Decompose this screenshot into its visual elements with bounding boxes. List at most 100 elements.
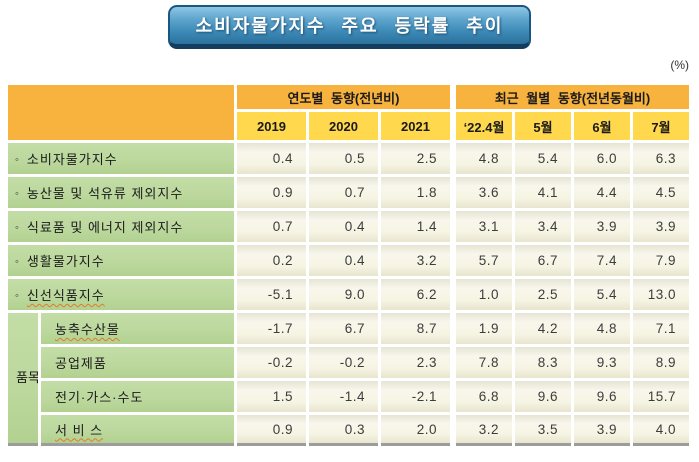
value-cell: 0.2 [237, 245, 306, 276]
value-cell: 0.5 [309, 143, 378, 174]
value-cell: -1.4 [309, 381, 378, 412]
group-label-vertical: 품목성질별 [8, 313, 38, 446]
value-cell: 1.5 [237, 381, 306, 412]
page-title: 소비자물가지수 주요 등락률 추이 [167, 5, 532, 49]
row-label: ◦ 소비자물가지수 [8, 143, 234, 174]
value-cell: 0.3 [309, 415, 378, 446]
value-cell: 4.8 [574, 313, 630, 344]
value-cell: 2.0 [381, 415, 450, 446]
value-cell: 0.9 [237, 177, 306, 208]
table-row-living-cost: ◦ 생활물가지수 0.2 0.4 3.2 5.7 6.7 7.4 7.9 [8, 245, 689, 276]
value-cell: 5.7 [456, 245, 512, 276]
value-cell: 7.4 [574, 245, 630, 276]
value-cell: 0.7 [309, 177, 378, 208]
value-cell: 4.2 [515, 313, 571, 344]
value-cell: 1.0 [456, 279, 512, 310]
value-cell: -5.1 [237, 279, 306, 310]
value-cell: 7.1 [633, 313, 689, 344]
value-cell: 3.9 [633, 211, 689, 242]
value-cell: 1.9 [456, 313, 512, 344]
row-label-text: 식료품 및 에너지 제외지수 [26, 220, 184, 235]
table-row-core-ex-agri-oil: ◦ 농산물 및 석유류 제외지수 0.9 0.7 1.8 3.6 4.1 4.4 … [8, 177, 689, 208]
bullet-icon: ◦ [15, 154, 20, 166]
bullet-icon: ◦ [15, 222, 20, 234]
value-cell: 8.3 [515, 347, 571, 378]
row-label-text: 생활물가지수 [26, 254, 105, 269]
row-label: 전기·가스·수도 [41, 381, 234, 412]
value-cell: 9.3 [574, 347, 630, 378]
monthly-group-header: 최근 월별 동향(전년동월비) [456, 85, 689, 109]
row-label: ◦ 식료품 및 에너지 제외지수 [8, 211, 234, 242]
bullet-icon: ◦ [15, 256, 20, 268]
value-cell: 3.1 [456, 211, 512, 242]
column-header-row: 2019 2020 2021 ‘22.4월 5월 6월 7월 [8, 112, 689, 140]
value-cell: 4.8 [456, 143, 512, 174]
value-cell: 2.5 [381, 143, 450, 174]
value-cell: -2.1 [381, 381, 450, 412]
value-cell: 4.5 [633, 177, 689, 208]
value-cell: 2.5 [515, 279, 571, 310]
row-label: ◦ 신선식품지수 [8, 279, 234, 310]
row-label-text: 서 비 스 [55, 422, 104, 438]
row-label-text: 전기·가스·수도 [55, 390, 144, 405]
value-cell: 3.2 [381, 245, 450, 276]
value-cell: 13.0 [633, 279, 689, 310]
value-cell: 9.6 [574, 381, 630, 412]
value-cell: -0.2 [237, 347, 306, 378]
cpi-table: 연도별 동향(전년비) 최근 월별 동향(전년동월비) 2019 2020 20… [5, 82, 692, 449]
value-cell: 6.0 [574, 143, 630, 174]
table-row-core-ex-food-energy: ◦ 식료품 및 에너지 제외지수 0.7 0.4 1.4 3.1 3.4 3.9 … [8, 211, 689, 242]
value-cell: 4.1 [515, 177, 571, 208]
value-cell: 3.4 [515, 211, 571, 242]
page-header: 소비자물가지수 주요 등락률 추이 [0, 5, 699, 49]
row-label: 농축수산물 [41, 313, 234, 344]
value-cell: 5.4 [515, 143, 571, 174]
value-cell: 9.0 [309, 279, 378, 310]
row-label-text: 신선식품지수 [26, 288, 105, 303]
col-header-may: 5월 [515, 112, 571, 140]
value-cell: 6.3 [633, 143, 689, 174]
row-label: ◦ 농산물 및 석유류 제외지수 [8, 177, 234, 208]
table-row-cpi: ◦ 소비자물가지수 0.4 0.5 2.5 4.8 5.4 6.0 6.3 [8, 143, 689, 174]
bullet-icon: ◦ [15, 290, 20, 302]
value-cell: 6.8 [456, 381, 512, 412]
value-cell: 0.7 [237, 211, 306, 242]
row-label: 서 비 스 [41, 415, 234, 446]
value-cell: 0.4 [309, 211, 378, 242]
value-cell: 7.8 [456, 347, 512, 378]
row-label: 공업제품 [41, 347, 234, 378]
row-label: ◦ 생활물가지수 [8, 245, 234, 276]
value-cell: 0.4 [309, 245, 378, 276]
col-header-2020: 2020 [309, 112, 378, 140]
col-header-2019: 2019 [237, 112, 306, 140]
col-header-jul: 7월 [633, 112, 689, 140]
col-header-jun: 6월 [574, 112, 630, 140]
yearly-group-header: 연도별 동향(전년비) [237, 85, 450, 109]
value-cell: 4.4 [574, 177, 630, 208]
col-header-apr22: ‘22.4월 [456, 112, 512, 140]
value-cell: 9.6 [515, 381, 571, 412]
row-label-text: 농산물 및 석유류 제외지수 [26, 186, 184, 201]
value-cell: 6.7 [515, 245, 571, 276]
value-cell: 1.4 [381, 211, 450, 242]
bullet-icon: ◦ [15, 188, 20, 200]
value-cell: -0.2 [309, 347, 378, 378]
value-cell: 0.4 [237, 143, 306, 174]
value-cell: 6.7 [309, 313, 378, 344]
value-cell: 3.6 [456, 177, 512, 208]
value-cell: 3.9 [574, 415, 630, 446]
value-cell: 0.9 [237, 415, 306, 446]
row-label-text: 농축수산물 [55, 322, 120, 337]
row-label-text: 소비자물가지수 [26, 152, 118, 167]
value-cell: 8.7 [381, 313, 450, 344]
value-cell: 3.2 [456, 415, 512, 446]
corner-cell [8, 85, 234, 140]
value-cell: 3.9 [574, 211, 630, 242]
table-row-industrial-products: 공업제품 -0.2 -0.2 2.3 7.8 8.3 9.3 8.9 [8, 347, 689, 378]
table-row-services: 서 비 스 0.9 0.3 2.0 3.2 3.5 3.9 4.0 [8, 415, 689, 446]
value-cell: 6.2 [381, 279, 450, 310]
value-cell: 4.0 [633, 415, 689, 446]
table-row-fresh-food: ◦ 신선식품지수 -5.1 9.0 6.2 1.0 2.5 5.4 13.0 [8, 279, 689, 310]
table-row-agri-livestock-fishery: 품목성질별 농축수산물 -1.7 6.7 8.7 1.9 4.2 4.8 7.1 [8, 313, 689, 446]
group-header-row: 연도별 동향(전년비) 최근 월별 동향(전년동월비) [8, 85, 689, 140]
